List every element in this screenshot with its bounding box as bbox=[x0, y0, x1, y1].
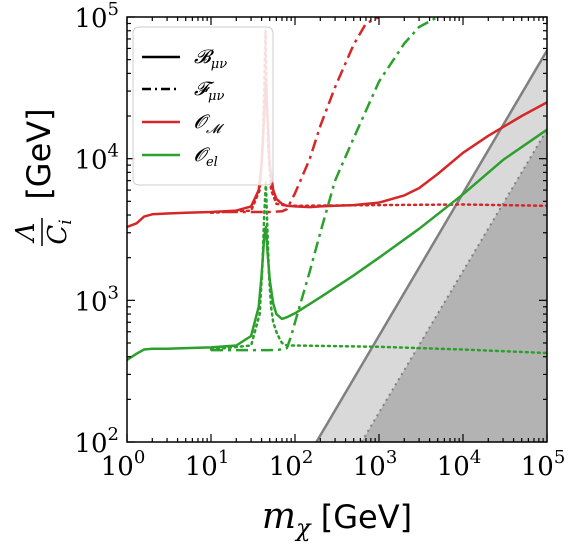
series-line-om-dashdot bbox=[225, 17, 380, 214]
axis-tick-labels: 100 101 102 103 104 105 102 103 104 105 bbox=[74, 0, 565, 482]
svg-text:Ci: Ci bbox=[43, 219, 76, 244]
x-axis-title: mχ [GeV] bbox=[262, 496, 412, 542]
series-line-om-solid bbox=[127, 78, 547, 229]
x-tick-label: 102 bbox=[269, 447, 314, 482]
x-tick-label: 105 bbox=[521, 447, 566, 482]
svg-text:Λ: Λ bbox=[11, 223, 41, 244]
y-tick-label: 103 bbox=[74, 282, 119, 317]
x-tick-label: 104 bbox=[437, 447, 482, 482]
legend-box bbox=[132, 26, 274, 186]
series-line-oel-dotted bbox=[209, 181, 547, 355]
x-tick-label: 100 bbox=[101, 447, 146, 482]
region-edge-light-excluded bbox=[315, 49, 547, 442]
x-tick-label: 103 bbox=[353, 447, 398, 482]
exclusion-regions bbox=[315, 49, 547, 442]
y-tick-label: 104 bbox=[74, 141, 119, 176]
svg-text:[GeV]: [GeV] bbox=[20, 108, 58, 199]
y-tick-label: 102 bbox=[74, 424, 119, 459]
region-dark-excluded bbox=[361, 129, 547, 442]
region-edge-dark-excluded bbox=[360, 129, 547, 442]
y-tick-label: 105 bbox=[74, 0, 119, 34]
x-tick-label: 101 bbox=[185, 447, 230, 482]
axis-ticks bbox=[126, 16, 548, 443]
plot-frame bbox=[126, 16, 548, 443]
series-line-oel-dashdot bbox=[211, 17, 439, 352]
series-line-oel-solid bbox=[127, 128, 547, 361]
legend: 𝓑μν 𝓕μν 𝓞𝓜 𝓞el bbox=[132, 26, 274, 186]
y-axis-title: Λ Ci [GeV] bbox=[11, 108, 76, 246]
